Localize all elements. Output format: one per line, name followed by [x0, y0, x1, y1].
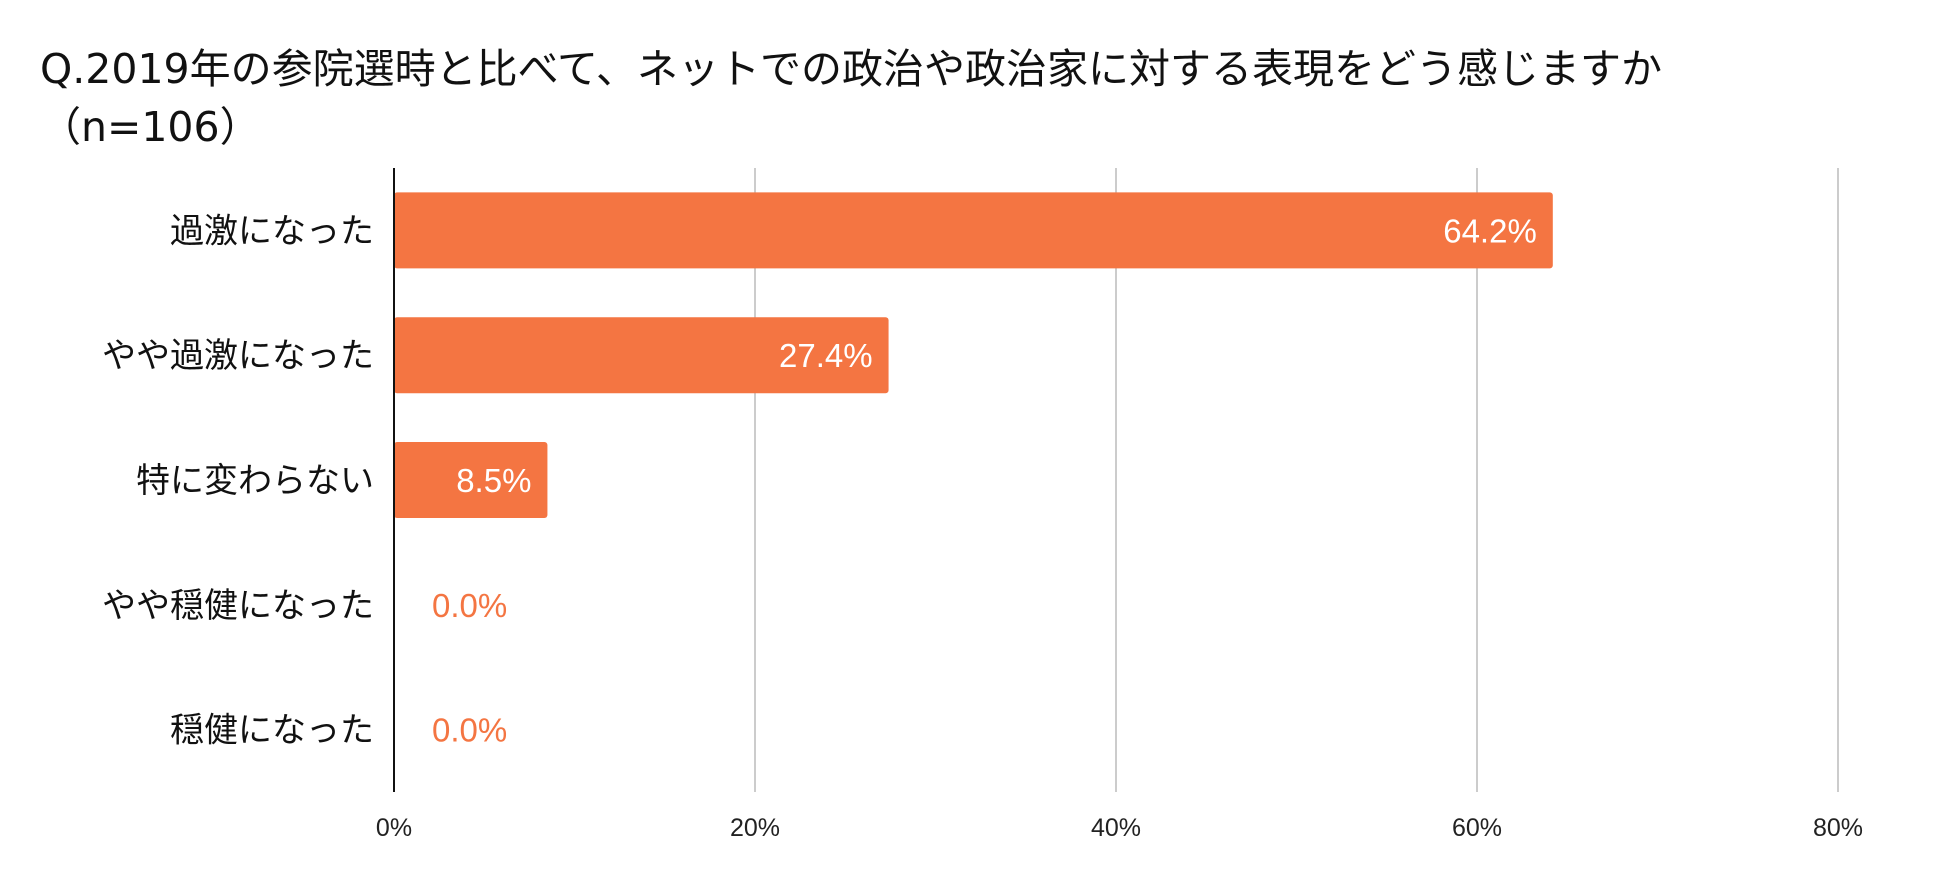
gridlines — [754, 168, 1839, 792]
category-label: 穏健になった — [170, 711, 374, 751]
bar — [394, 317, 889, 394]
bars — [394, 192, 1553, 518]
category-label: やや穏健になった — [102, 586, 374, 626]
bar — [394, 442, 548, 518]
category-label: 過激になった — [170, 211, 374, 251]
data-label: 0.0% — [432, 712, 507, 749]
chart-title: Q.2019年の参院選時と比べて、ネットでの政治や政治家に対する表現をどう感じま… — [40, 45, 1662, 151]
category-label: やや過激になった — [102, 336, 374, 376]
labels: 0% 20% 40% 60% 80% 過激になった 64.2% やや過激になった 27.4% 特に… — [102, 211, 1863, 842]
x-tick-label: 60% — [1452, 814, 1502, 842]
data-label: 64.2% — [1443, 212, 1537, 249]
data-label: 0.0% — [432, 587, 507, 624]
category-label: 特に変わらない — [136, 461, 374, 501]
x-tick-label: 20% — [730, 814, 780, 842]
x-tick-label: 80% — [1813, 814, 1863, 842]
x-tick-label: 40% — [1091, 814, 1141, 842]
data-label: 8.5% — [456, 462, 531, 499]
bar — [394, 192, 1553, 269]
data-label: 27.4% — [779, 337, 873, 374]
x-tick-label: 0% — [376, 814, 412, 842]
